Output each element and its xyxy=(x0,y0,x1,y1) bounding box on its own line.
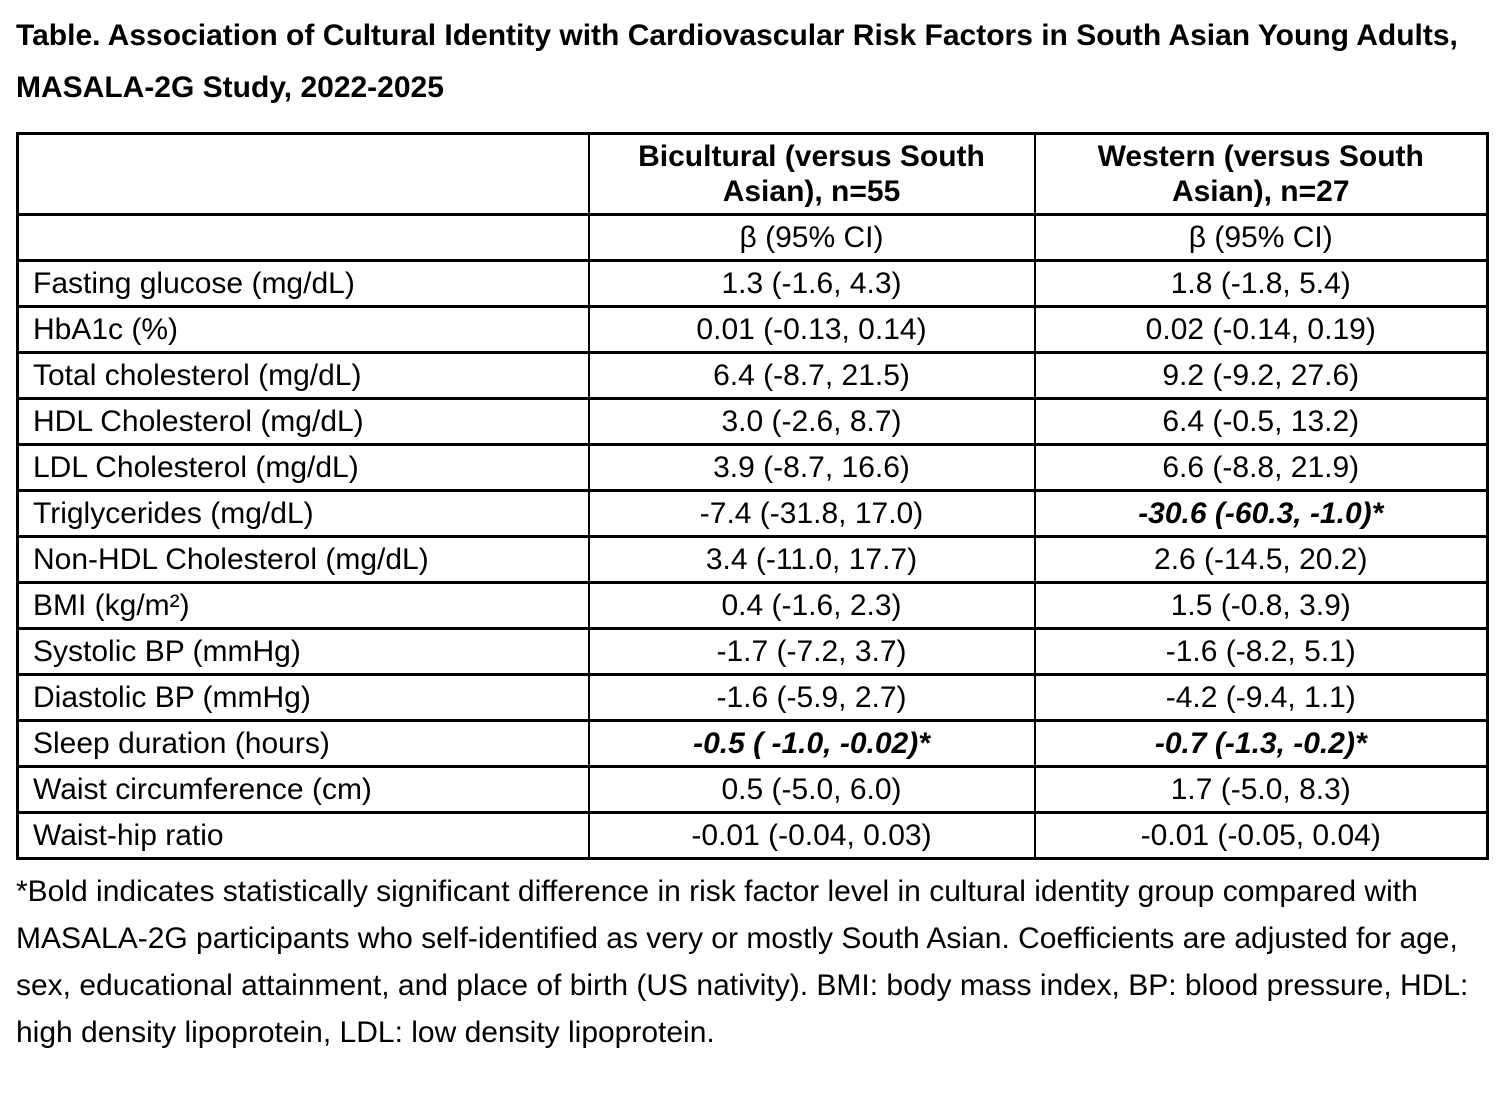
table-row: Sleep duration (hours) -0.5 ( -1.0, -0.0… xyxy=(16,719,1489,768)
western-value: 2.6 (-14.5, 20.2) xyxy=(1033,535,1489,584)
row-label: Systolic BP (mmHg) xyxy=(16,627,590,676)
row-label: Waist-hip ratio xyxy=(16,811,590,860)
bicultural-value: -0.01 (-0.04, 0.03) xyxy=(587,811,1036,860)
western-value: 6.6 (-8.8, 21.9) xyxy=(1033,443,1489,492)
western-value: -4.2 (-9.4, 1.1) xyxy=(1033,673,1489,722)
row-label: LDL Cholesterol (mg/dL) xyxy=(16,443,590,492)
row-label: Fasting glucose (mg/dL) xyxy=(16,259,590,308)
subheader-western-beta-ci: β (95% CI) xyxy=(1033,213,1489,262)
row-label: Waist circumference (cm) xyxy=(16,765,590,814)
row-label: HbA1c (%) xyxy=(16,305,590,354)
bicultural-value: -1.6 (-5.9, 2.7) xyxy=(587,673,1036,722)
table-title: Table. Association of Cultural Identity … xyxy=(16,19,1458,104)
table-footnote: *Bold indicates statistically significan… xyxy=(16,875,1469,1049)
table-row: Waist circumference (cm) 0.5 (-5.0, 6.0)… xyxy=(16,765,1489,814)
table-row: HDL Cholesterol (mg/dL) 3.0 (-2.6, 8.7) … xyxy=(16,397,1489,446)
bicultural-value: -1.7 (-7.2, 3.7) xyxy=(587,627,1036,676)
risk-factors-table: Bicultural (versus South Asian), n=55 We… xyxy=(16,132,1489,860)
row-label: Total cholesterol (mg/dL) xyxy=(16,351,590,400)
row-label: Non-HDL Cholesterol (mg/dL) xyxy=(16,535,590,584)
row-label: Sleep duration (hours) xyxy=(16,719,590,768)
western-value: 9.2 (-9.2, 27.6) xyxy=(1033,351,1489,400)
western-value: 1.7 (-5.0, 8.3) xyxy=(1033,765,1489,814)
empty-subheader-cell xyxy=(16,213,590,262)
table-row: Fasting glucose (mg/dL) 1.3 (-1.6, 4.3) … xyxy=(16,259,1489,308)
table-row: LDL Cholesterol (mg/dL) 3.9 (-8.7, 16.6)… xyxy=(16,443,1489,492)
row-label: Diastolic BP (mmHg) xyxy=(16,673,590,722)
table-row: Diastolic BP (mmHg) -1.6 (-5.9, 2.7) -4.… xyxy=(16,673,1489,722)
table-row: Total cholesterol (mg/dL) 6.4 (-8.7, 21.… xyxy=(16,351,1489,400)
bicultural-value: -0.5 ( -1.0, -0.02)* xyxy=(587,719,1036,768)
western-value: 1.8 (-1.8, 5.4) xyxy=(1033,259,1489,308)
empty-header-cell xyxy=(16,132,590,216)
bicultural-value: 3.9 (-8.7, 16.6) xyxy=(587,443,1036,492)
subheader-row: β (95% CI) β (95% CI) xyxy=(16,213,1489,262)
row-label: BMI (kg/m²) xyxy=(16,581,590,630)
western-value: 6.4 (-0.5, 13.2) xyxy=(1033,397,1489,446)
table-row: Triglycerides (mg/dL) -7.4 (-31.8, 17.0)… xyxy=(16,489,1489,538)
western-value: 0.02 (-0.14, 0.19) xyxy=(1033,305,1489,354)
table-row: Waist-hip ratio -0.01 (-0.04, 0.03) -0.0… xyxy=(16,811,1489,860)
western-value: -0.01 (-0.05, 0.04) xyxy=(1033,811,1489,860)
western-value: -0.7 (-1.3, -0.2)* xyxy=(1033,719,1489,768)
bicultural-value: 3.0 (-2.6, 8.7) xyxy=(587,397,1036,446)
table-row: HbA1c (%) 0.01 (-0.13, 0.14) 0.02 (-0.14… xyxy=(16,305,1489,354)
table-row: Non-HDL Cholesterol (mg/dL) 3.4 (-11.0, … xyxy=(16,535,1489,584)
bicultural-value: -7.4 (-31.8, 17.0) xyxy=(587,489,1036,538)
bicultural-value: 3.4 (-11.0, 17.7) xyxy=(587,535,1036,584)
western-value: 1.5 (-0.8, 3.9) xyxy=(1033,581,1489,630)
bicultural-value: 0.5 (-5.0, 6.0) xyxy=(587,765,1036,814)
bicultural-value: 1.3 (-1.6, 4.3) xyxy=(587,259,1036,308)
bicultural-value: 6.4 (-8.7, 21.5) xyxy=(587,351,1036,400)
western-value: -30.6 (-60.3, -1.0)* xyxy=(1033,489,1489,538)
bicultural-value: 0.01 (-0.13, 0.14) xyxy=(587,305,1036,354)
subheader-bicultural-beta-ci: β (95% CI) xyxy=(587,213,1036,262)
bicultural-value: 0.4 (-1.6, 2.3) xyxy=(587,581,1036,630)
table-row: BMI (kg/m²) 0.4 (-1.6, 2.3) 1.5 (-0.8, 3… xyxy=(16,581,1489,630)
row-label: HDL Cholesterol (mg/dL) xyxy=(16,397,590,446)
column-header-western: Western (versus South Asian), n=27 xyxy=(1033,132,1489,216)
western-value: -1.6 (-8.2, 5.1) xyxy=(1033,627,1489,676)
column-header-bicultural: Bicultural (versus South Asian), n=55 xyxy=(587,132,1036,216)
row-label: Triglycerides (mg/dL) xyxy=(16,489,590,538)
header-row: Bicultural (versus South Asian), n=55 We… xyxy=(16,132,1489,216)
table-row: Systolic BP (mmHg) -1.7 (-7.2, 3.7) -1.6… xyxy=(16,627,1489,676)
